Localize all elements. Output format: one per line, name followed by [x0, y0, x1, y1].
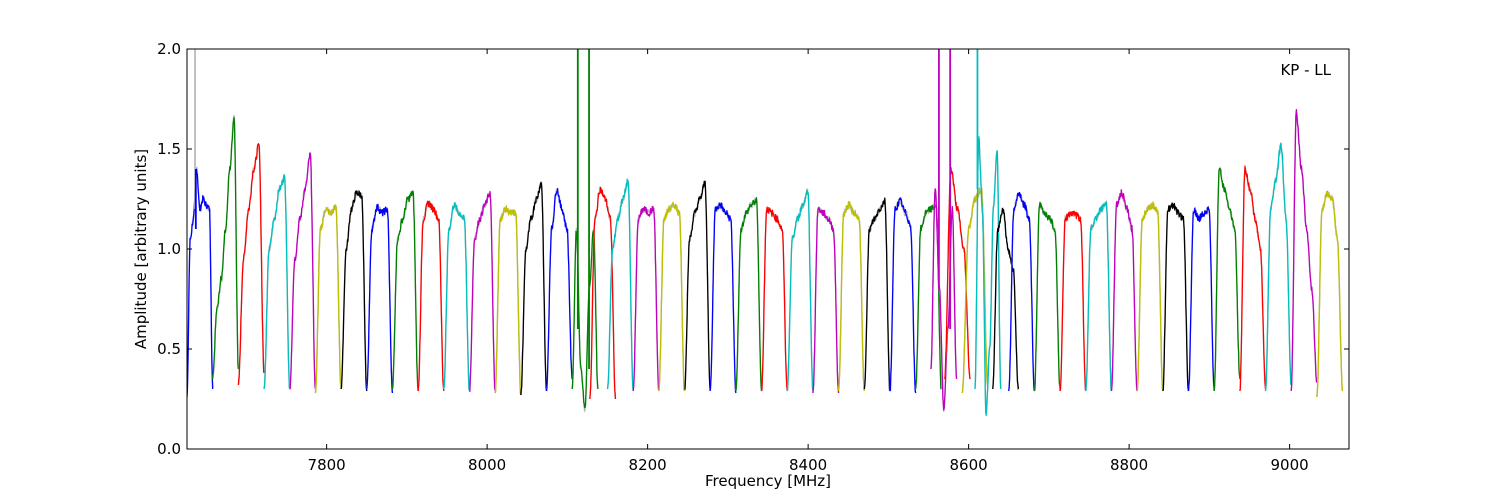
y-tick-label: 0.0 — [157, 440, 181, 458]
channel-line-42 — [1187, 206, 1215, 392]
channel-line-4 — [289, 152, 317, 390]
x-tick-label: 9000 — [1271, 456, 1309, 474]
y-axis-label: Amplitude [arbitrary units] — [132, 149, 150, 349]
x-axis-label: Frequency [MHz] — [705, 472, 831, 490]
background-trace-16 — [589, 186, 617, 400]
channel-line-47 — [1316, 190, 1344, 398]
channel-line-16 — [589, 186, 617, 400]
channel-line-8 — [391, 190, 419, 392]
spike-layer — [194, 49, 979, 369]
y-tick-label: 0.5 — [157, 340, 181, 358]
channel-line-33 — [974, 136, 1002, 417]
channel-line-10 — [443, 202, 471, 392]
channel-line-17 — [606, 178, 634, 392]
y-tick-label: 1.5 — [157, 140, 181, 158]
channel-line-20 — [684, 180, 711, 392]
x-axis-ticks: 7800 8000 8200 8400 8600 8800 9000 — [308, 49, 1309, 474]
channel-line-45 — [1264, 142, 1292, 392]
channel-line-27 — [863, 197, 891, 392]
channel-line-13 — [520, 181, 548, 396]
channel-line-41 — [1162, 202, 1190, 392]
background-trace-14 — [545, 187, 573, 392]
channel-line-6 — [340, 190, 368, 392]
channel-line-36 — [1033, 201, 1061, 392]
channel-line-11 — [469, 190, 496, 392]
channel-line-35 — [1008, 191, 1036, 392]
y-axis-ticks: 0.0 0.5 1.0 1.5 2.0 — [157, 40, 1349, 458]
series-layer — [187, 109, 1344, 417]
channel-line-1 — [212, 117, 240, 380]
y-tick-label: 2.0 — [157, 40, 181, 58]
channel-line-24 — [786, 189, 814, 392]
x-tick-label: 8000 — [468, 456, 506, 474]
channel-line-3 — [263, 174, 291, 390]
x-tick-label: 7800 — [308, 456, 346, 474]
channel-line-0 — [187, 168, 214, 398]
x-tick-label: 8800 — [1110, 456, 1148, 474]
channel-line-28 — [889, 197, 917, 394]
channel-line-37 — [1059, 210, 1087, 392]
channel-line-44 — [1239, 165, 1267, 392]
x-tick-label: 8400 — [789, 456, 827, 474]
channel-line-26 — [837, 200, 865, 392]
channel-line-23 — [760, 206, 788, 392]
channel-line-39 — [1110, 189, 1138, 392]
channel-line-46 — [1290, 109, 1318, 392]
channel-line-9 — [417, 200, 445, 392]
channel-line-22 — [735, 197, 763, 392]
channel-line-43 — [1213, 167, 1241, 392]
channel-line-7 — [366, 203, 394, 394]
channel-line-40 — [1136, 201, 1164, 392]
channel-line-38 — [1085, 201, 1113, 392]
channel-line-21 — [709, 202, 737, 394]
channel-line-19 — [658, 201, 686, 392]
x-tick-label: 8200 — [629, 456, 667, 474]
channel-line-25 — [812, 206, 840, 394]
annotation-label: KP - LL — [1280, 61, 1331, 79]
background-trace-0 — [187, 166, 214, 398]
channel-line-2 — [237, 143, 265, 386]
channel-line-12 — [494, 205, 522, 396]
channel-line-30 — [930, 188, 958, 411]
y-tick-label: 1.0 — [157, 240, 181, 258]
channel-line-18 — [632, 205, 660, 392]
x-tick-label: 8600 — [950, 456, 988, 474]
channel-line-14 — [545, 188, 573, 392]
channel-line-5 — [314, 204, 342, 394]
channel-line-34 — [992, 207, 1020, 390]
plot-frame — [186, 48, 1350, 450]
